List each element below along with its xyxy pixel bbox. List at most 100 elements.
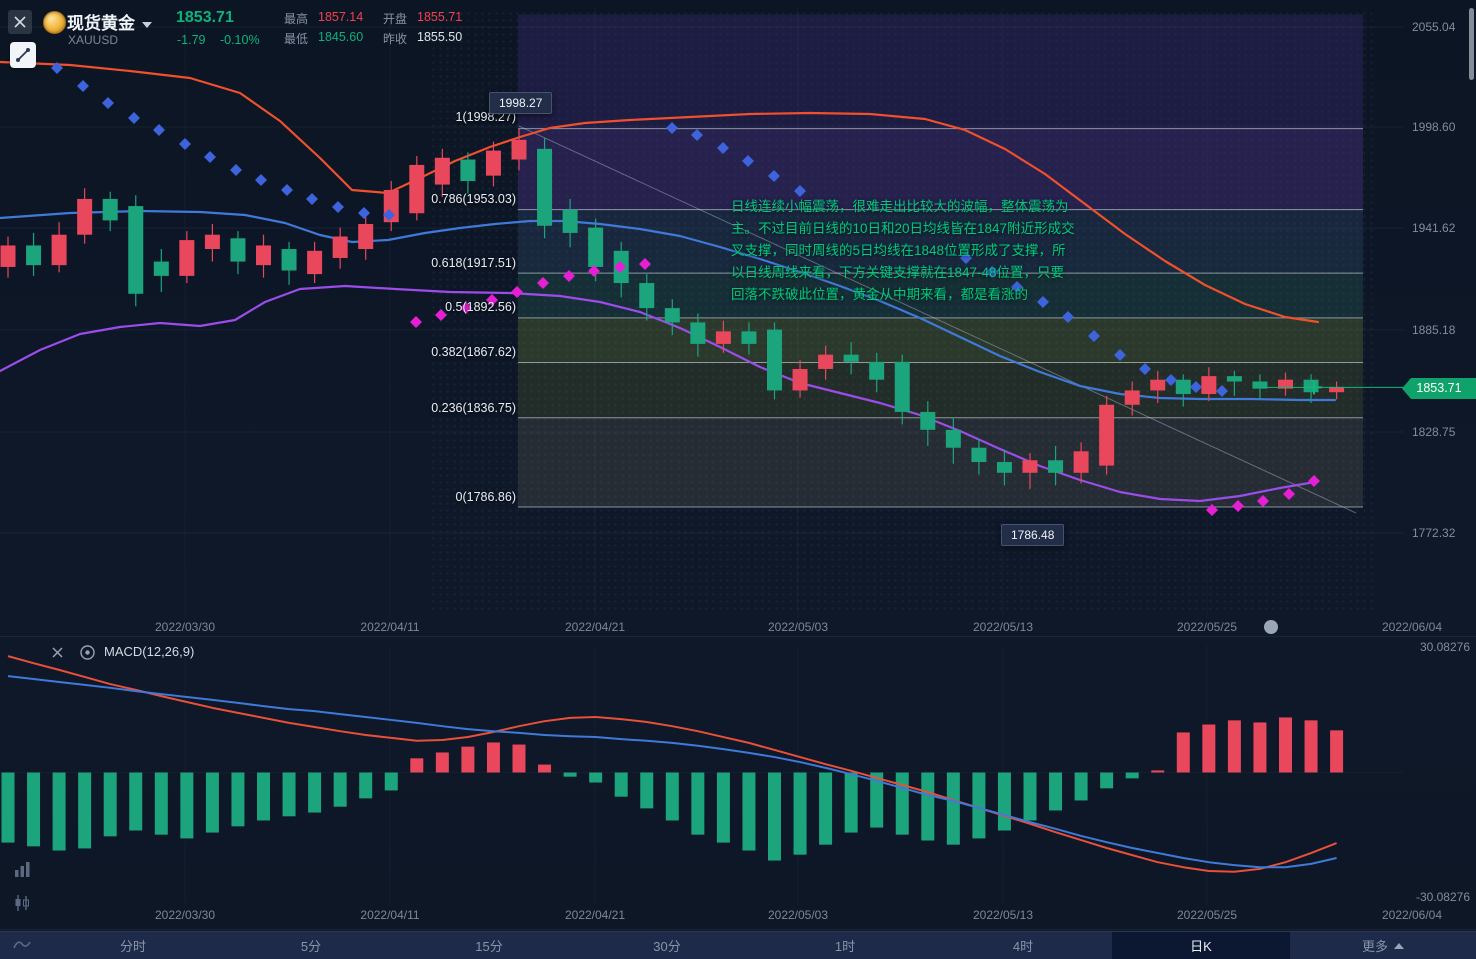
eye-target-icon <box>79 644 95 660</box>
macd-bar <box>716 772 730 843</box>
macd-bar <box>257 772 270 821</box>
main-date-axis[interactable]: 2022/03/30 2022/04/11 2022/04/21 2022/05… <box>0 620 1476 638</box>
tab-timeframe-daily[interactable]: 日K <box>1112 932 1290 959</box>
candle <box>945 429 961 448</box>
diamond-marker <box>1011 281 1023 293</box>
date-tick: 2022/04/21 <box>564 620 626 634</box>
axis-price-2: 1998.60 <box>1412 120 1456 134</box>
diamond-marker <box>1308 475 1320 487</box>
tab-timeframe-15min[interactable]: 15分 <box>475 939 503 954</box>
diamond-marker <box>77 80 89 92</box>
macd-date-axis[interactable]: 2022/03/30 2022/04/11 2022/04/21 2022/05… <box>0 908 1476 926</box>
candle <box>920 411 936 430</box>
candle <box>1048 460 1064 473</box>
macd-bar <box>282 772 296 817</box>
diamond-marker <box>588 265 600 277</box>
macd-close-button[interactable] <box>48 643 66 661</box>
last-price-badge: 1853.71 <box>1402 378 1476 399</box>
diamond-marker <box>1283 488 1295 500</box>
candle <box>537 148 553 226</box>
diamond-marker <box>717 142 729 154</box>
diamond-marker <box>102 97 114 109</box>
wave-line-icon <box>13 941 31 949</box>
tab-timeframe-30min[interactable]: 30分 <box>653 939 681 954</box>
candle <box>792 368 808 391</box>
sar-markers <box>51 62 1320 516</box>
close-icon <box>51 646 63 658</box>
diamond-marker <box>230 164 242 176</box>
macd-bar <box>742 772 756 851</box>
scrollbar-thumb[interactable] <box>1469 8 1474 80</box>
axis-price-1: 2055.04 <box>1412 20 1456 34</box>
macd-bar <box>614 772 628 797</box>
close-icon <box>14 16 26 28</box>
instrument-selector[interactable]: 现货黄金 <box>67 9 152 34</box>
macd-bar <box>1 772 15 843</box>
date-tick: 2022/05/25 <box>1176 908 1238 922</box>
macd-dif-line <box>7 675 1337 869</box>
tab-timeframe-1min[interactable]: 分时 <box>119 939 146 954</box>
macd-bar <box>1125 772 1139 779</box>
high-label: 最高 <box>284 12 309 26</box>
more-label: 更多 <box>1361 939 1388 954</box>
candle <box>664 308 680 323</box>
candle <box>0 245 16 267</box>
candle <box>1073 451 1089 473</box>
diamond-marker <box>1062 311 1074 323</box>
chart-style-button[interactable] <box>10 891 34 915</box>
diamond-marker <box>742 155 754 167</box>
macd-bar <box>129 772 143 831</box>
fib-label-0618: 0.618(1917.51) <box>431 256 516 270</box>
tab-timeframe-5min[interactable]: 5分 <box>300 939 322 954</box>
tab-timeframe-1h[interactable]: 1时 <box>834 939 856 954</box>
tab-timeframe-4h[interactable]: 4时 <box>1012 939 1034 954</box>
candle <box>1303 379 1319 393</box>
ma-line-mid <box>0 209 1337 402</box>
macd-visibility-button[interactable] <box>78 643 96 661</box>
candle <box>204 234 220 250</box>
macd-bar <box>768 772 781 861</box>
scroll-to-latest-button[interactable] <box>1264 620 1278 634</box>
macd-bar <box>1176 732 1190 773</box>
trendline-tool-button[interactable] <box>10 42 36 68</box>
price-axis[interactable]: 2055.04 1998.60 1941.62 1885.18 1828.75 … <box>1404 0 1476 630</box>
macd-bar <box>486 742 500 773</box>
macd-bar <box>589 772 603 783</box>
candle <box>460 159 476 182</box>
prev-close-label: 昨收 <box>383 32 408 46</box>
close-chart-button[interactable] <box>8 10 32 34</box>
macd-bar <box>333 772 347 807</box>
candle <box>332 236 348 258</box>
macd-bar <box>52 772 66 851</box>
candle <box>741 331 757 344</box>
candle <box>1124 390 1140 405</box>
candle <box>281 249 297 271</box>
fib-label-0382: 0.382(1867.62) <box>431 345 516 359</box>
date-tick: 2022/05/13 <box>972 908 1034 922</box>
candle <box>51 234 67 266</box>
diamond-marker <box>1037 296 1049 308</box>
candle <box>358 223 374 250</box>
chevron-down-icon <box>142 21 152 28</box>
swing-high-tooltip: 1998.27 <box>489 92 553 114</box>
fib-label-0786: 0.786(1953.03) <box>431 192 516 206</box>
change-percent: -0.10% <box>219 33 260 47</box>
macd-bar <box>1049 772 1063 811</box>
more-timeframes-button[interactable]: 更多 <box>1290 932 1476 959</box>
macd-dea-line <box>7 655 1337 873</box>
date-tick: 2022/04/11 <box>360 620 420 634</box>
last-price: 1853.71 <box>176 9 234 26</box>
macd-bar <box>972 772 986 839</box>
diamond-marker <box>1232 500 1244 512</box>
date-tick: 2022/03/30 <box>154 908 216 922</box>
macd-bar <box>1330 730 1344 773</box>
candle <box>971 447 987 463</box>
volume-panel-button[interactable] <box>10 858 34 882</box>
diamond-marker <box>986 266 998 278</box>
diamond-marker <box>332 201 344 213</box>
candle <box>690 322 706 344</box>
candle <box>1329 386 1345 393</box>
line-chart-button[interactable] <box>10 932 34 956</box>
